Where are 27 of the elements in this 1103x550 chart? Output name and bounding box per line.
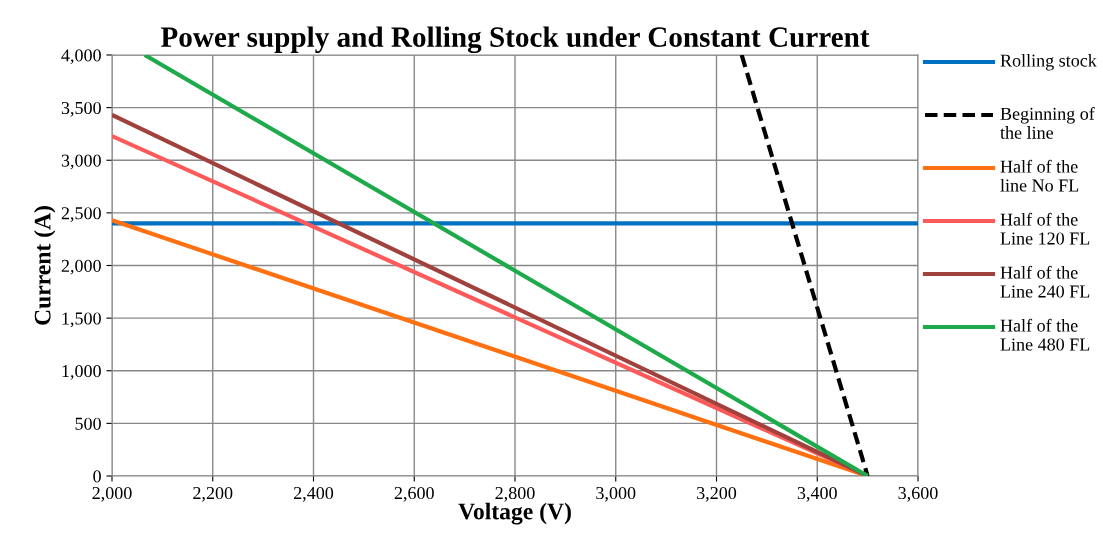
legend-label: Rolling stock: [1000, 54, 1097, 71]
y-tick-label: 3,000: [61, 154, 101, 170]
y-tick-label: 2,000: [61, 259, 101, 275]
y-tick-label: 0: [93, 470, 101, 483]
y-tick-label: 1,000: [62, 365, 101, 380]
y-tick-label: 2,500: [61, 207, 101, 222]
chart-title: Power supply and Rolling Stock under Constant Current: [160, 26, 870, 54]
x-tick-label: 2,600: [394, 486, 434, 502]
y-tick-label: 500: [75, 417, 101, 430]
y-tick-label: 3,500: [61, 101, 101, 117]
legend-label: Half of the line No FL: [1000, 159, 1079, 192]
x-axis-title: Voltage (V): [458, 502, 571, 525]
y-axis-title: Current (A): [33, 206, 56, 325]
x-tick-label: 2,400: [293, 486, 334, 502]
x-tick-label: 2,200: [193, 486, 233, 502]
x-tick-label: 3,600: [898, 486, 938, 502]
x-tick-label: 3,000: [596, 486, 636, 502]
x-tick-label: 2,800: [495, 486, 535, 502]
legend-label: Half of the Line 120 FL: [1000, 212, 1090, 245]
legend-label: Half of the Line 480 FL: [1000, 318, 1090, 351]
y-tick-label: 1,500: [62, 312, 101, 328]
y-tick-label: 4,000: [61, 49, 101, 65]
legend-label: Beginning of the line: [1000, 107, 1095, 139]
x-tick-label: 3,200: [697, 486, 737, 502]
legend-label: Half of the Line 240 FL: [1000, 265, 1090, 298]
x-tick-label: 2,000: [92, 486, 132, 502]
x-tick-label: 3,400: [797, 486, 837, 502]
